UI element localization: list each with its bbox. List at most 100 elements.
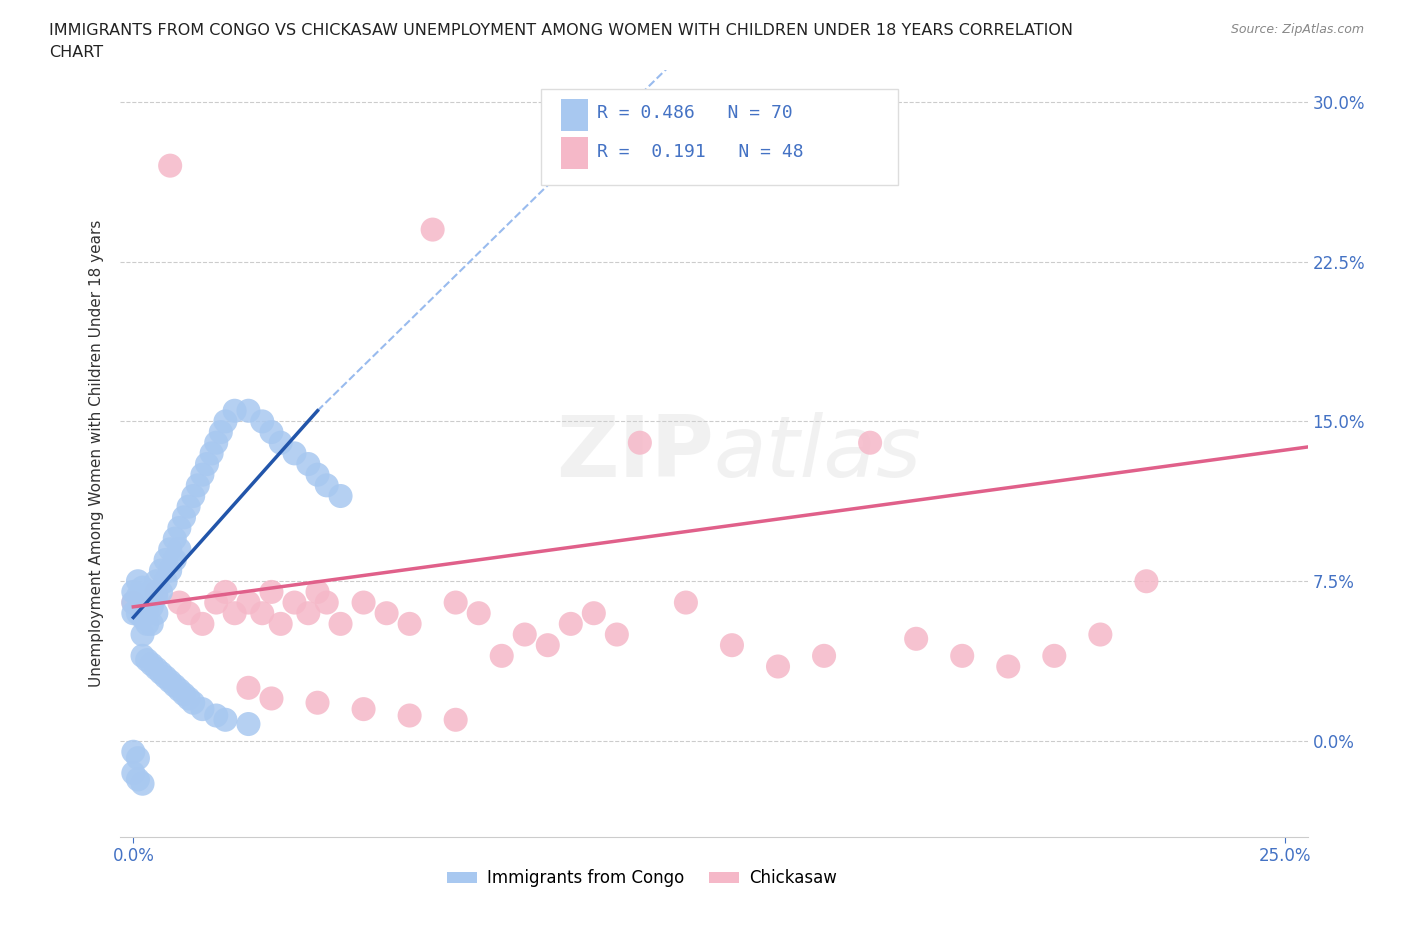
Text: R =  0.191   N = 48: R = 0.191 N = 48: [598, 143, 804, 161]
Point: [859, 435, 882, 450]
Point: [141, 617, 163, 631]
Point: [422, 222, 444, 237]
Point: [145, 584, 167, 599]
Point: [260, 425, 283, 440]
Point: [214, 584, 236, 599]
Point: [238, 681, 260, 696]
Point: [398, 617, 420, 631]
Point: [1135, 574, 1157, 589]
Text: ZIP: ZIP: [555, 412, 714, 495]
Point: [149, 564, 172, 578]
FancyBboxPatch shape: [541, 89, 897, 185]
Point: [131, 610, 153, 625]
Point: [950, 648, 973, 663]
Text: IMMIGRANTS FROM CONGO VS CHICKASAW UNEMPLOYMENT AMONG WOMEN WITH CHILDREN UNDER : IMMIGRANTS FROM CONGO VS CHICKASAW UNEMP…: [49, 23, 1073, 38]
Point: [131, 580, 153, 595]
Point: [270, 617, 292, 631]
Point: [145, 574, 167, 589]
Point: [177, 691, 200, 706]
Point: [813, 648, 835, 663]
Point: [260, 691, 283, 706]
Point: [297, 457, 319, 472]
Point: [329, 488, 352, 503]
Point: [149, 666, 172, 681]
Point: [122, 765, 145, 780]
Point: [159, 674, 181, 689]
Point: [145, 661, 167, 676]
Point: [191, 617, 214, 631]
Point: [122, 584, 145, 599]
Point: [127, 751, 149, 765]
Point: [252, 605, 274, 620]
Point: [224, 404, 246, 418]
Point: [173, 510, 195, 525]
Point: [224, 605, 246, 620]
Point: [283, 446, 305, 461]
Point: [537, 638, 560, 653]
Point: [375, 605, 398, 620]
Point: [163, 552, 186, 567]
Point: [159, 158, 181, 173]
Point: [131, 777, 153, 791]
Point: [163, 531, 186, 546]
Point: [141, 600, 163, 615]
Point: [127, 772, 149, 787]
Point: [131, 595, 153, 610]
Point: [398, 708, 420, 723]
Point: [582, 605, 605, 620]
Point: [191, 467, 214, 482]
Point: [214, 414, 236, 429]
Point: [444, 595, 467, 610]
Point: [155, 670, 177, 684]
Text: R = 0.486   N = 70: R = 0.486 N = 70: [598, 104, 793, 123]
Point: [283, 595, 305, 610]
Point: [297, 605, 319, 620]
Point: [252, 414, 274, 429]
Point: [205, 595, 228, 610]
Point: [181, 488, 204, 503]
Point: [122, 605, 145, 620]
Point: [122, 595, 145, 610]
Point: [149, 584, 172, 599]
Point: [136, 589, 159, 604]
Point: [353, 702, 375, 717]
Point: [260, 584, 283, 599]
Point: [127, 605, 149, 620]
Point: [467, 605, 489, 620]
Point: [187, 478, 209, 493]
Point: [169, 542, 191, 557]
Point: [141, 657, 163, 671]
Point: [238, 404, 260, 418]
Point: [214, 712, 236, 727]
Point: [169, 521, 191, 536]
Point: [997, 659, 1019, 674]
Point: [491, 648, 513, 663]
Point: [169, 683, 191, 698]
Point: [136, 653, 159, 668]
Text: atlas: atlas: [714, 412, 921, 495]
Point: [238, 595, 260, 610]
Point: [122, 595, 145, 610]
Point: [177, 499, 200, 514]
Point: [141, 584, 163, 599]
Point: [205, 435, 228, 450]
Point: [1090, 627, 1112, 642]
Point: [131, 627, 153, 642]
Point: [145, 605, 167, 620]
Point: [905, 631, 928, 646]
Point: [766, 659, 789, 674]
Point: [606, 627, 628, 642]
Point: [159, 564, 181, 578]
Point: [163, 678, 186, 693]
Point: [169, 595, 191, 610]
Point: [329, 617, 352, 631]
Point: [155, 574, 177, 589]
Point: [136, 602, 159, 617]
Point: [209, 425, 232, 440]
Point: [177, 605, 200, 620]
Y-axis label: Unemployment Among Women with Children Under 18 years: Unemployment Among Women with Children U…: [89, 219, 104, 687]
Point: [315, 478, 337, 493]
Point: [307, 696, 329, 711]
Point: [131, 648, 153, 663]
Text: CHART: CHART: [49, 45, 103, 60]
